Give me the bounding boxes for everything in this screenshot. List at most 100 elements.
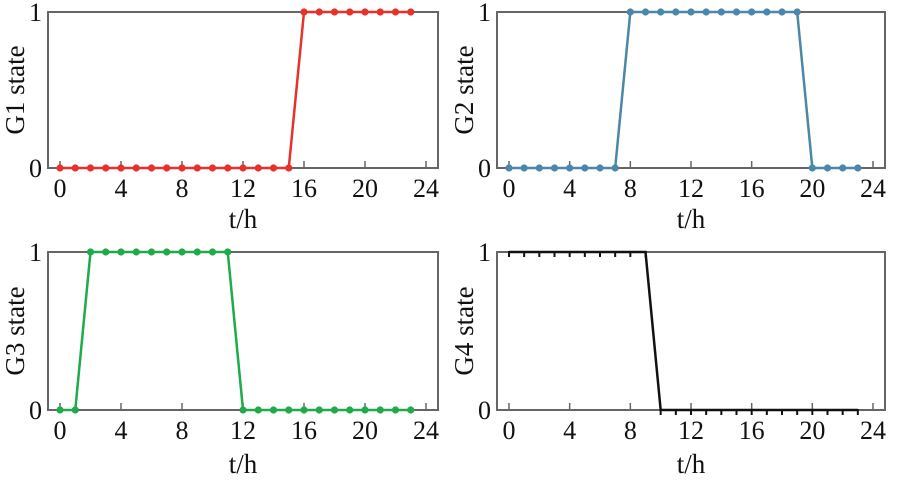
x-axis-label: t/h	[677, 449, 706, 479]
data-point	[86, 248, 95, 256]
data-point	[178, 248, 186, 256]
data-point	[56, 164, 64, 172]
x-tick-label: 8	[176, 174, 189, 203]
x-axis-label: t/h	[229, 204, 258, 234]
data-point	[132, 248, 140, 256]
y-tick-label: 1	[29, 238, 42, 267]
data-point	[330, 406, 339, 414]
x-tick-label: 20	[352, 416, 378, 445]
data-point	[793, 8, 801, 16]
y-tick-label: 0	[478, 396, 491, 425]
x-tick-label: 0	[54, 174, 67, 203]
x-tick-label: 0	[54, 416, 67, 445]
axes-frame	[47, 11, 439, 169]
y-axis-label: G4 state	[449, 286, 479, 375]
data-point	[102, 164, 110, 172]
data-point	[117, 164, 125, 172]
data-point	[672, 8, 680, 16]
data-point	[535, 164, 543, 172]
x-tick-label: 12	[230, 416, 256, 445]
data-point	[778, 8, 786, 16]
data-point	[193, 248, 201, 256]
x-tick-label: 12	[678, 174, 704, 203]
x-tick-label: 12	[230, 174, 256, 203]
data-point	[808, 164, 816, 172]
data-point	[147, 248, 156, 256]
series-line	[60, 10, 411, 170]
axes-frame	[47, 251, 439, 411]
data-point	[346, 406, 354, 414]
x-tick-label: 20	[352, 174, 378, 203]
y-tick-label: 1	[478, 238, 491, 267]
data-point	[239, 164, 247, 172]
x-tick-label: 4	[563, 416, 576, 445]
data-point	[71, 164, 79, 172]
data-point	[269, 406, 278, 414]
data-point	[239, 406, 247, 414]
data-point	[300, 8, 308, 16]
series-line	[509, 10, 858, 170]
x-tick-label: 0	[503, 174, 516, 203]
data-point	[391, 8, 400, 16]
data-point	[566, 164, 574, 172]
data-point	[163, 164, 171, 172]
y-axis-label: G3 state	[0, 286, 30, 375]
x-tick-label: 24	[413, 174, 439, 203]
x-axis-label: t/h	[229, 449, 258, 479]
data-point	[596, 164, 604, 172]
y-tick-label: 0	[29, 154, 42, 183]
data-point	[208, 164, 217, 172]
data-point	[763, 8, 771, 16]
data-point	[269, 164, 278, 172]
data-point	[300, 406, 308, 414]
data-point	[224, 248, 232, 256]
data-point	[254, 164, 262, 172]
x-tick-label: 8	[176, 416, 189, 445]
series-line	[509, 250, 858, 412]
data-point	[193, 164, 201, 172]
data-point	[224, 164, 232, 172]
data-point	[346, 8, 354, 16]
data-point	[823, 164, 832, 172]
data-point	[178, 164, 186, 172]
x-tick-label: 24	[860, 416, 886, 445]
x-tick-label: 4	[115, 174, 128, 203]
data-point	[71, 406, 79, 414]
data-point	[361, 406, 369, 414]
x-tick-label: 0	[503, 416, 516, 445]
y-tick-label: 0	[478, 154, 491, 183]
data-point	[285, 406, 293, 414]
x-tick-label: 16	[291, 174, 317, 203]
data-point	[254, 406, 262, 414]
data-point	[717, 8, 725, 16]
data-point	[208, 248, 217, 256]
panel-g4: 0 4 8 12 16 20 24 0 1 t/h G4 state	[449, 238, 886, 479]
data-point	[376, 406, 384, 414]
data-point	[285, 164, 293, 172]
data-point	[330, 8, 339, 16]
x-tick-label: 4	[115, 416, 128, 445]
x-axis-label: t/h	[677, 204, 706, 234]
series-line	[60, 250, 411, 412]
data-point	[132, 164, 140, 172]
x-tick-label: 12	[678, 416, 704, 445]
data-point	[550, 164, 559, 172]
data-point	[407, 406, 415, 414]
data-point	[611, 164, 619, 172]
axes-frame	[496, 11, 886, 169]
data-point	[702, 8, 710, 16]
data-point	[839, 164, 847, 172]
data-point	[641, 8, 650, 16]
y-axis-label: G2 state	[449, 45, 479, 134]
y-axis-label: G1 state	[0, 45, 30, 134]
panel-g1: 0 4 8 12 16 20 24 0 1 t/h G1 state	[0, 0, 439, 234]
data-point	[315, 406, 323, 414]
y-tick-label: 1	[478, 0, 491, 27]
x-tick-label: 8	[624, 416, 637, 445]
x-tick-label: 4	[563, 174, 576, 203]
data-point	[581, 164, 589, 172]
y-tick-label: 0	[29, 396, 42, 425]
x-tick-label: 24	[860, 174, 886, 203]
data-point	[626, 8, 634, 16]
